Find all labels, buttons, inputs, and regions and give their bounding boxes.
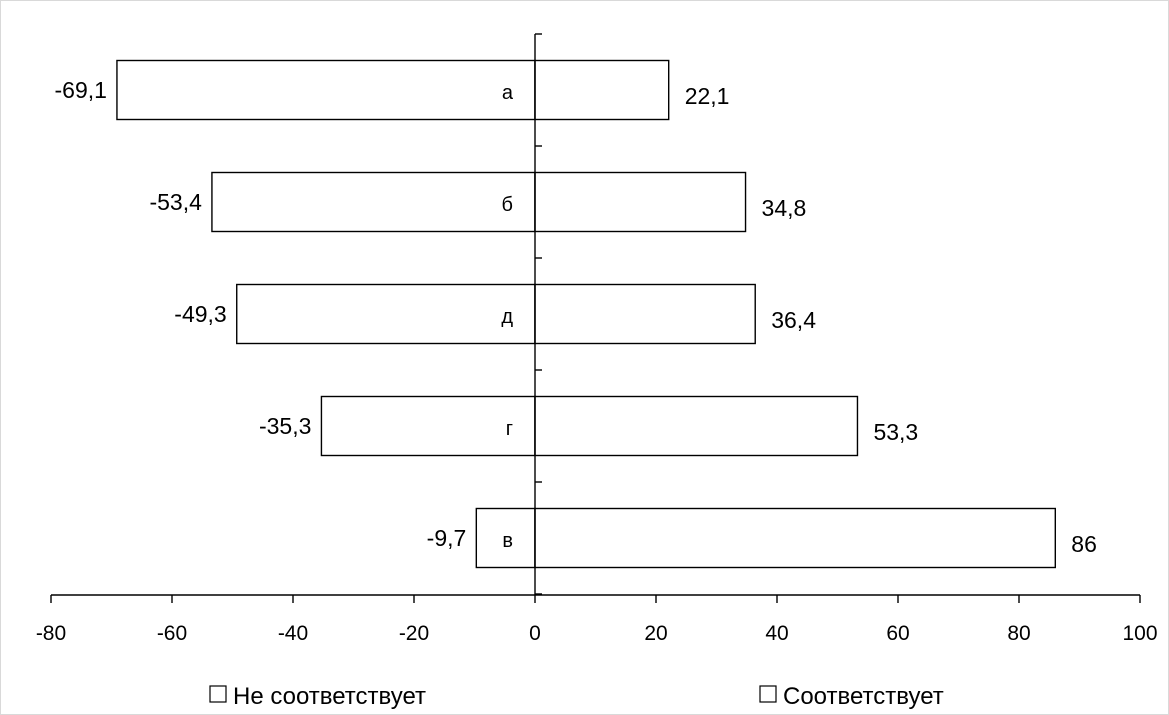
bars-group (116, 59, 1056, 569)
bar-match-1 (534, 171, 747, 233)
value-label-match-1: 34,8 (762, 195, 807, 221)
legend-swatch-match (759, 685, 777, 703)
x-tick-label-4: 0 (529, 622, 541, 645)
axes-group: -80 -60 -40 -20 0 20 40 60 80 100 (36, 33, 1158, 645)
bar-match-3 (534, 395, 859, 457)
bar-not-match-3 (320, 395, 536, 457)
bar-not-match-0 (116, 59, 536, 121)
labels-group: -69,1 22,1 а -53,4 34,8 б -49,3 36,4 д -35,3 53,3 г… (55, 77, 1097, 557)
category-label-0: а (502, 82, 514, 104)
bar-match-0 (534, 59, 670, 121)
legend-label-not-match: Не соответствует (233, 683, 426, 710)
category-label-4: в (502, 530, 513, 552)
x-tick-label-6: 40 (765, 622, 788, 645)
value-label-not-match-1: -53,4 (149, 189, 202, 215)
value-label-not-match-0: -69,1 (55, 77, 107, 103)
bar-not-match-4 (475, 507, 536, 569)
legend: Не соответствует Соответствует (209, 683, 944, 710)
category-label-2: д (501, 306, 513, 328)
category-label-3: г (506, 418, 513, 440)
x-tick-label-7: 60 (886, 622, 909, 645)
value-label-not-match-2: -49,3 (174, 301, 226, 327)
x-tick-label-9: 100 (1122, 622, 1157, 645)
bar-not-match-1 (211, 171, 536, 233)
value-label-match-3: 53,3 (873, 419, 918, 445)
legend-label-match: Соответствует (783, 683, 944, 710)
value-label-match-0: 22,1 (685, 83, 730, 109)
value-label-not-match-4: -9,7 (427, 525, 467, 551)
x-tick-label-8: 80 (1007, 622, 1030, 645)
bar-match-2 (534, 283, 756, 345)
category-label-1: б (502, 194, 513, 216)
value-label-not-match-3: -35,3 (259, 413, 311, 439)
x-tick-label-0: -80 (36, 622, 66, 645)
bar-not-match-2 (236, 283, 536, 345)
x-tick-label-3: -20 (399, 622, 429, 645)
bar-match-4 (534, 507, 1056, 569)
x-tick-label-2: -40 (278, 622, 308, 645)
legend-swatch-not-match (209, 685, 227, 703)
value-label-match-2: 36,4 (771, 307, 816, 333)
value-label-match-4: 86 (1071, 531, 1097, 557)
x-tick-label-5: 20 (644, 622, 667, 645)
x-tick-label-1: -60 (157, 622, 187, 645)
